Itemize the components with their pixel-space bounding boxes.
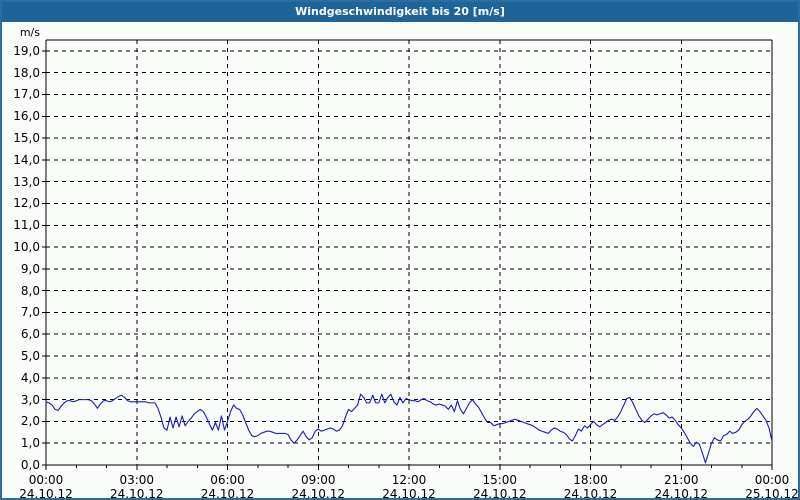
x-axis-time-label: 12:00 [391, 473, 427, 487]
x-axis-date-label: 24.10.12 [382, 487, 436, 500]
x-axis-tick-label: 15:00 24.10.12 [460, 473, 540, 500]
x-axis-tick-label: 09:00 24.10.12 [278, 473, 358, 500]
y-axis-tick-label: 4,0 [20, 370, 40, 385]
y-axis-tick-label: 7,0 [20, 305, 40, 320]
x-axis-date-label: 25.10.12 [745, 487, 799, 500]
x-axis-tick-label: 12:00 24.10.12 [369, 473, 449, 500]
x-axis-tick-label: 00:00 25.10.12 [732, 473, 799, 500]
y-axis-tick-label: 18,0 [13, 65, 40, 80]
x-axis-time-label: 00:00 [754, 473, 790, 487]
x-axis-tick-label: 18:00 24.10.12 [551, 473, 631, 500]
y-axis-tick-label: 3,0 [20, 392, 40, 407]
y-axis-tick-label: 14,0 [13, 152, 40, 167]
y-axis-tick-label: 2,0 [20, 414, 40, 429]
y-axis-tick-label: 9,0 [20, 261, 40, 276]
axis-tick-marks [42, 50, 773, 470]
x-axis-date-label: 24.10.12 [291, 487, 345, 500]
x-axis-tick-label: 03:00 24.10.12 [97, 473, 177, 500]
y-axis-tick-label: 0,0 [20, 458, 40, 472]
y-axis-tick-label: 8,0 [20, 283, 40, 298]
x-axis-date-label: 24.10.12 [19, 487, 73, 500]
y-axis-tick-label: 1,0 [20, 436, 40, 451]
y-axis-tick-label: 13,0 [13, 174, 40, 189]
x-axis-time-label: 18:00 [573, 473, 608, 487]
x-axis-date-label: 24.10.12 [563, 487, 618, 500]
y-axis-tick-label: 19,0 [13, 43, 40, 58]
x-axis-time-label: 21:00 [663, 473, 699, 487]
page-title: Windgeschwindigkeit bis 20 [m/s] [295, 5, 505, 18]
x-axis-time-label: 15:00 [482, 473, 518, 487]
window-title-bar: Windgeschwindigkeit bis 20 [m/s] [2, 2, 798, 22]
vertical-gridlines [136, 40, 682, 465]
chart-plot-container: m/s 0,0 1,0 2,0 3,0 4,0 5,0 6,0 7,0 8,0 9,0 10,0 11… [2, 22, 798, 498]
x-axis-time-label: 09:00 [300, 473, 336, 487]
y-axis-tick-label: 17,0 [13, 87, 40, 102]
x-axis-tick-label: 06:00 24.10.12 [188, 473, 268, 500]
x-axis-date-label: 24.10.12 [473, 487, 527, 500]
x-axis-tick-label: 21:00 24.10.12 [641, 473, 721, 500]
data-series-line [45, 393, 773, 464]
x-axis-time-label: 00:00 [28, 473, 64, 487]
x-axis-date-label: 24.10.12 [654, 487, 708, 500]
chart-svg [42, 39, 773, 470]
y-axis-tick-label: 5,0 [20, 349, 40, 364]
x-axis-time-label: 03:00 [119, 473, 155, 487]
y-axis-tick-label: 16,0 [13, 109, 40, 124]
y-axis-tick-label: 6,0 [20, 327, 40, 342]
y-axis-tick-label: 12,0 [13, 196, 40, 211]
y-axis-tick-label: 10,0 [13, 240, 40, 255]
x-axis-date-label: 24.10.12 [200, 487, 255, 500]
y-axis-tick-label: 11,0 [13, 218, 40, 233]
y-axis-unit-label: m/s [19, 26, 40, 39]
x-axis-time-label: 06:00 [210, 473, 245, 487]
y-axis-tick-label: 15,0 [13, 131, 40, 146]
x-axis-date-label: 24.10.12 [110, 487, 164, 500]
x-axis-tick-label: 00:00 24.10.12 [6, 473, 86, 500]
